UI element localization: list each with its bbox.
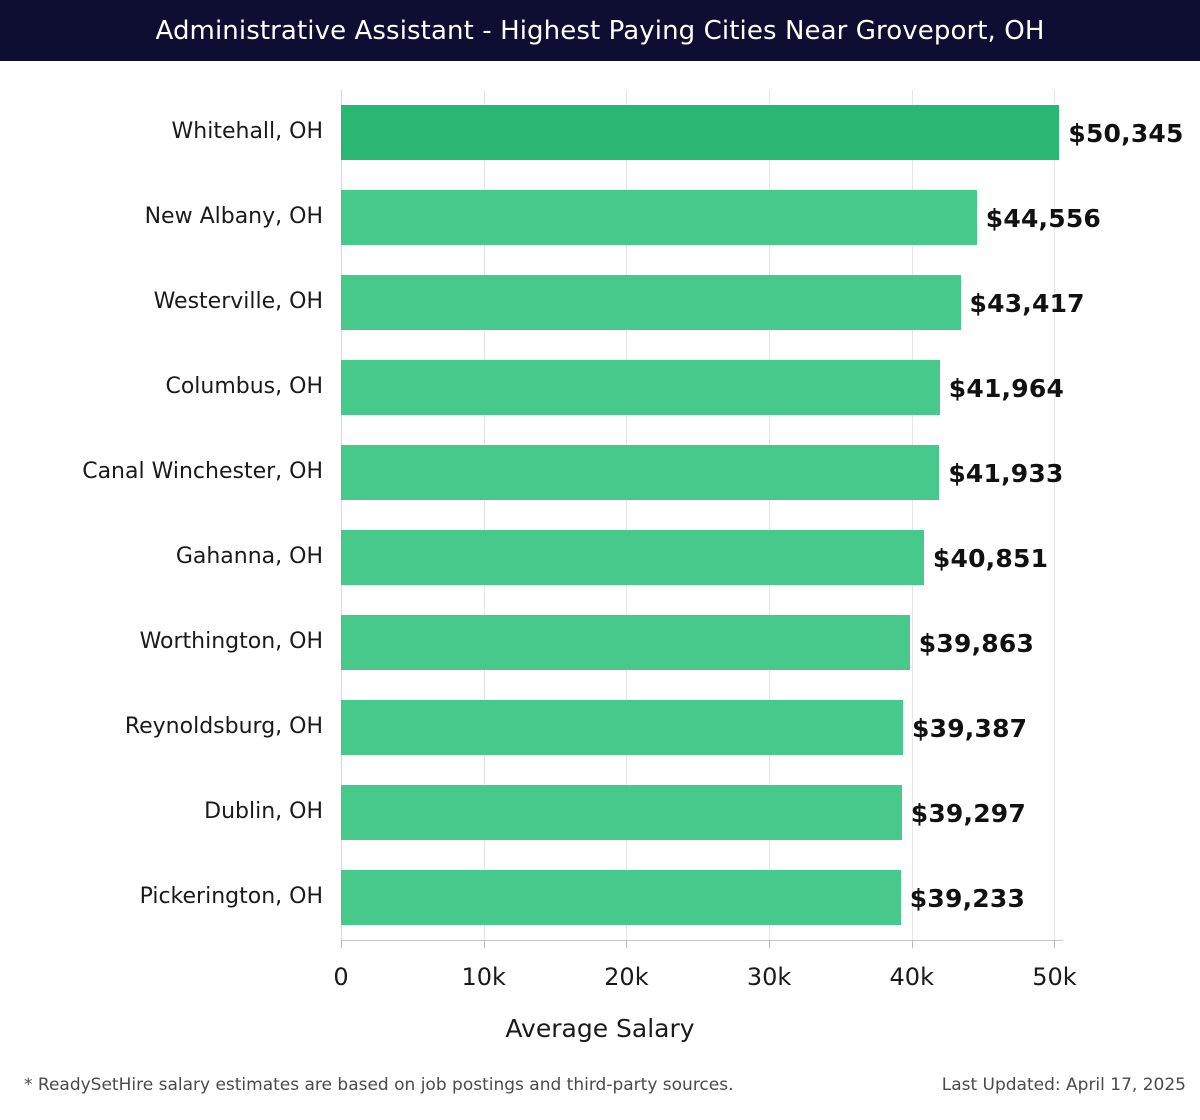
bar[interactable] bbox=[341, 445, 940, 500]
x-axis-tick bbox=[911, 940, 913, 948]
y-axis-tick-label: Canal Winchester, OH bbox=[82, 458, 323, 484]
y-axis-tick-label: Whitehall, OH bbox=[171, 118, 323, 144]
y-axis-line bbox=[341, 90, 342, 940]
footer: * ReadySetHire salary estimates are base… bbox=[0, 1075, 1200, 1120]
y-axis-tick-label: Gahanna, OH bbox=[175, 543, 323, 569]
bar-value-label: $43,417 bbox=[969, 288, 1085, 318]
gridline bbox=[626, 90, 628, 940]
y-axis-tick-label: Worthington, OH bbox=[139, 628, 323, 654]
bar-value-label: $44,556 bbox=[985, 203, 1102, 233]
bar[interactable] bbox=[341, 190, 977, 245]
x-axis-tick bbox=[341, 940, 342, 948]
y-axis-tick-label: Dublin, OH bbox=[204, 798, 323, 824]
x-axis-tick-label: 10k bbox=[461, 963, 506, 991]
page-title: Administrative Assistant - Highest Payin… bbox=[155, 15, 1045, 46]
gridline bbox=[911, 90, 913, 940]
bar-value-label: $39,233 bbox=[909, 883, 1026, 913]
footer-last-updated: Last Updated: April 17, 2025 bbox=[941, 1075, 1186, 1095]
y-axis-tick-label: New Albany, OH bbox=[144, 203, 323, 229]
bar[interactable] bbox=[341, 360, 940, 415]
bar-row[interactable]: $41,964 bbox=[341, 360, 1065, 415]
x-axis-tick-label: 0 bbox=[333, 963, 349, 991]
gridlines bbox=[341, 90, 1063, 940]
bar[interactable] bbox=[341, 615, 910, 670]
title-bar: Administrative Assistant - Highest Payin… bbox=[0, 0, 1200, 61]
x-axis-tick bbox=[769, 940, 771, 948]
bar-row[interactable]: $39,387 bbox=[341, 700, 1063, 755]
bar[interactable] bbox=[341, 530, 924, 585]
bar-row[interactable]: $39,863 bbox=[341, 615, 1063, 670]
y-axis-tick-label: Columbus, OH bbox=[165, 373, 323, 399]
gridline bbox=[483, 90, 485, 940]
bar-row[interactable]: $39,297 bbox=[341, 785, 1063, 840]
bar-value-label: $41,964 bbox=[948, 373, 1065, 403]
plot-area: $50,345 $44,556 $43,417 $41,964 $41,933 $40,8… bbox=[341, 90, 1183, 948]
gridline bbox=[1054, 90, 1056, 940]
y-axis-tick-label: Reynoldsburg, OH bbox=[124, 713, 323, 739]
bar-value-label: $39,863 bbox=[918, 628, 1035, 658]
bar-row[interactable]: $43,417 bbox=[341, 275, 1085, 330]
x-axis-tick-label: 40k bbox=[889, 963, 934, 991]
bar[interactable] bbox=[341, 275, 961, 330]
bar-value-label: $39,297 bbox=[910, 798, 1026, 828]
x-axis-tick-label: 20k bbox=[604, 963, 649, 991]
bar[interactable] bbox=[341, 105, 1060, 160]
bar-row[interactable]: $50,345 bbox=[341, 105, 1183, 160]
bar-value-label: $39,387 bbox=[912, 713, 1028, 743]
x-axis-tick-label: 50k bbox=[1032, 963, 1077, 991]
x-axis-tick bbox=[483, 940, 485, 948]
bar[interactable] bbox=[341, 870, 901, 925]
bar-value-label: $41,933 bbox=[948, 458, 1064, 488]
x-axis-tick-label: 30k bbox=[746, 963, 792, 991]
bar[interactable] bbox=[341, 700, 903, 755]
x-axis-tick bbox=[626, 940, 628, 948]
y-axis-tick-label: Pickerington, OH bbox=[139, 883, 323, 909]
bar-row[interactable]: $41,933 bbox=[341, 445, 1063, 500]
chart-container: $50,345 $44,556 $43,417 $41,964 $41,933 $40,8… bbox=[0, 61, 1200, 1061]
footer-disclaimer: * ReadySetHire salary estimates are base… bbox=[24, 1075, 734, 1095]
bar[interactable] bbox=[341, 785, 902, 840]
y-axis-tick-label: Westerville, OH bbox=[153, 288, 323, 314]
x-axis-title: Average Salary bbox=[505, 1014, 695, 1043]
x-axis-line bbox=[341, 940, 1063, 941]
bar-value-label: $40,851 bbox=[932, 543, 1049, 573]
bar-row[interactable]: $44,556 bbox=[341, 190, 1101, 245]
x-axis-tick bbox=[1054, 940, 1056, 948]
bar-value-label: $50,345 bbox=[1068, 118, 1184, 148]
bar-rows: $50,345 $44,556 $43,417 $41,964 $41,933 $40,8… bbox=[341, 90, 1183, 940]
bar-row[interactable]: $40,851 bbox=[341, 530, 1063, 585]
gridline bbox=[769, 90, 771, 940]
bar-row[interactable]: $39,233 bbox=[341, 870, 1063, 925]
